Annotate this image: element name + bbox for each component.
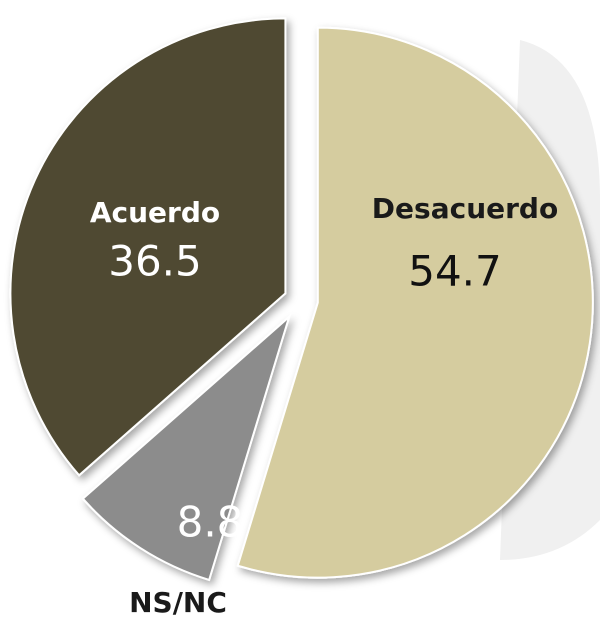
pie-slice — [236, 26, 594, 579]
pie-slice — [9, 17, 287, 477]
pie-slice — [81, 313, 292, 582]
slice-value: 54.7 — [408, 247, 502, 296]
pie — [9, 17, 594, 582]
slice-label: Acuerdo — [90, 196, 220, 229]
slice-value: 8.8 — [177, 498, 244, 547]
slice-label: Desacuerdo — [372, 192, 558, 225]
slice-label: NS/NC — [129, 586, 227, 619]
slice-value: 36.5 — [108, 237, 202, 286]
